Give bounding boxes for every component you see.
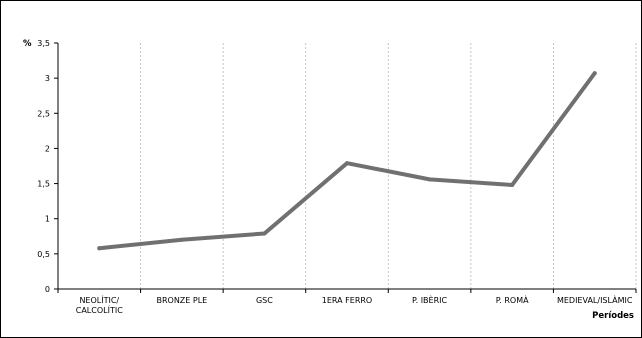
data-point [592, 71, 597, 76]
x-tick-label-line: GSC [256, 296, 273, 305]
x-tick-label-line: 1ERA FERRO [322, 296, 372, 305]
series-line [97, 71, 597, 251]
y-tick-label: 1,5 [37, 180, 50, 189]
x-tick-label: GSC [256, 296, 273, 305]
y-axis-label: % [23, 39, 32, 49]
y-tick-labels: 0 0,5 1 1,5 2 2,5 3 3,5 [37, 39, 50, 294]
x-tick-label: NEOLÍTIC/CALCOLÍTIC [76, 294, 123, 315]
data-point [262, 231, 267, 236]
x-tick-label: BRONZE PLE [156, 296, 207, 305]
data-point [345, 161, 349, 166]
y-tick-label: 3,5 [37, 39, 50, 48]
axes [54, 42, 637, 293]
y-tick-label: 1 [45, 215, 50, 224]
x-tick-label-line: P. ROMÀ [496, 294, 529, 305]
x-tick-label-line: NEOLÍTIC/ [79, 294, 119, 305]
x-tick-label-line: P. IBÈRIC [412, 294, 447, 305]
x-tick-label: P. IBÈRIC [412, 294, 447, 305]
y-tick-label: 0,5 [37, 250, 50, 259]
x-tick-label: P. ROMÀ [496, 294, 529, 305]
data-point [97, 246, 102, 251]
x-tick-label: MEDIEVAL/ISLÀMIC [557, 294, 633, 305]
x-tick-label-line: CALCOLÍTIC [76, 304, 123, 315]
gridlines [140, 43, 637, 289]
data-point [427, 177, 432, 182]
x-tick-labels: NEOLÍTIC/CALCOLÍTIC BRONZE PLE GSC 1ERA FER… [76, 294, 633, 315]
y-tick-label: 2 [45, 144, 50, 153]
y-tick-label: 0 [45, 285, 50, 294]
data-point [510, 182, 515, 187]
x-tick-label-line: MEDIEVAL/ISLÀMIC [557, 294, 633, 305]
y-tick-label: 2,5 [37, 109, 50, 118]
data-point [179, 237, 184, 242]
x-axis-label: Períodes [592, 311, 634, 321]
x-tick-label-line: BRONZE PLE [156, 296, 207, 305]
y-tick-label: 3 [45, 74, 50, 83]
series [97, 71, 597, 251]
x-tick-label: 1ERA FERRO [322, 296, 372, 305]
